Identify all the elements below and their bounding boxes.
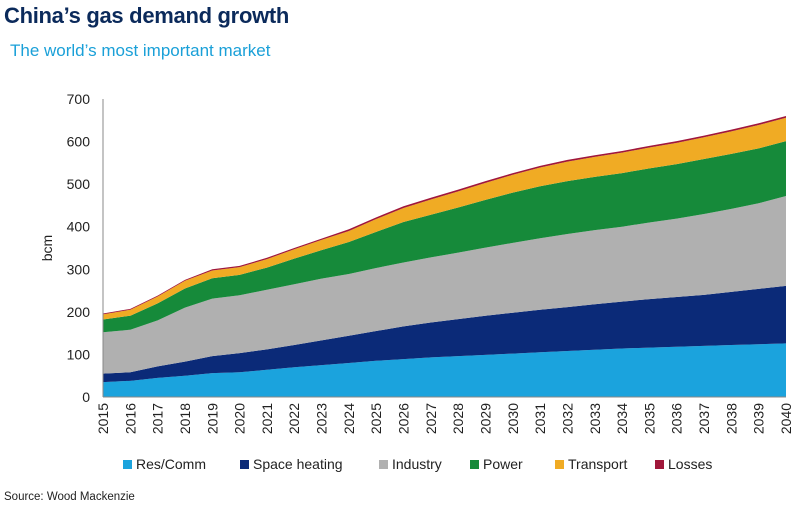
x-tick-label: 2031	[532, 403, 548, 434]
x-tick-label: 2024	[341, 403, 357, 434]
x-tick-label: 2027	[423, 403, 439, 434]
legend-swatch-transport	[555, 460, 564, 469]
area-industry	[103, 196, 786, 374]
x-tick-label: 2018	[177, 403, 193, 434]
area-series-group	[103, 116, 786, 397]
x-tick-label: 2028	[450, 403, 466, 434]
chart-subtitle: The world’s most important market	[10, 41, 271, 60]
x-tick-label: 2032	[559, 403, 575, 434]
y-tick-label: 0	[82, 389, 90, 405]
legend-label-transport: Transport	[568, 456, 628, 472]
area-power	[103, 141, 786, 333]
y-tick-label: 300	[67, 261, 91, 277]
y-axis-label: bcm	[39, 235, 55, 261]
legend: Res/Comm Space heating Industry Power Transp…	[123, 456, 712, 472]
chart-axes	[102, 99, 786, 398]
y-tick-label: 600	[67, 134, 91, 150]
y-tick-label: 100	[67, 346, 91, 362]
chart-title: China’s gas demand growth	[4, 3, 290, 28]
x-tick-label: 2022	[286, 403, 302, 434]
x-tick-label: 2025	[368, 403, 384, 434]
y-tick-label: 700	[67, 91, 91, 107]
legend-label-res-comm: Res/Comm	[136, 456, 206, 472]
x-tick-label: 2021	[259, 403, 275, 434]
x-tick-label: 2029	[477, 403, 493, 434]
x-tick-label: 2026	[396, 403, 412, 434]
area-space-heating	[103, 285, 786, 383]
y-tick-labels: 0 100 200 300 400 500 600 700	[67, 91, 91, 405]
y-tick-label: 500	[67, 176, 91, 192]
y-tick-label: 400	[67, 219, 91, 235]
legend-swatch-losses	[655, 460, 664, 469]
legend-label-losses: Losses	[668, 456, 712, 472]
legend-label-industry: Industry	[392, 456, 442, 472]
x-tick-label: 2030	[505, 403, 521, 434]
x-tick-label: 2039	[751, 403, 767, 434]
legend-swatch-res-comm	[123, 460, 132, 469]
area-transport	[103, 117, 786, 320]
x-tick-label: 2020	[232, 403, 248, 434]
legend-swatch-industry	[379, 460, 388, 469]
x-tick-label: 2019	[204, 403, 220, 434]
x-tick-label: 2038	[723, 403, 739, 434]
x-tick-label: 2040	[778, 403, 794, 434]
x-tick-label: 2016	[122, 403, 138, 434]
source-note: Source: Wood Mackenzie	[4, 491, 135, 503]
legend-label-space-heating: Space heating	[253, 456, 343, 472]
x-tick-label: 2034	[614, 403, 630, 434]
x-tick-label: 2015	[95, 403, 111, 434]
area-res-comm	[103, 343, 786, 397]
x-tick-label: 2017	[150, 403, 166, 434]
x-tick-labels: 2015 2016 2017 2018 2019 2020 2021 2022 2023 2024…	[95, 403, 794, 434]
legend-label-power: Power	[483, 456, 523, 472]
legend-swatch-power	[470, 460, 479, 469]
x-tick-label: 2033	[587, 403, 603, 434]
x-tick-label: 2037	[696, 403, 712, 434]
y-tick-label: 200	[67, 304, 91, 320]
x-tick-label: 2036	[669, 403, 685, 434]
x-tick-label: 2023	[314, 403, 330, 434]
legend-swatch-space-heating	[240, 460, 249, 469]
x-tick-label: 2035	[641, 403, 657, 434]
